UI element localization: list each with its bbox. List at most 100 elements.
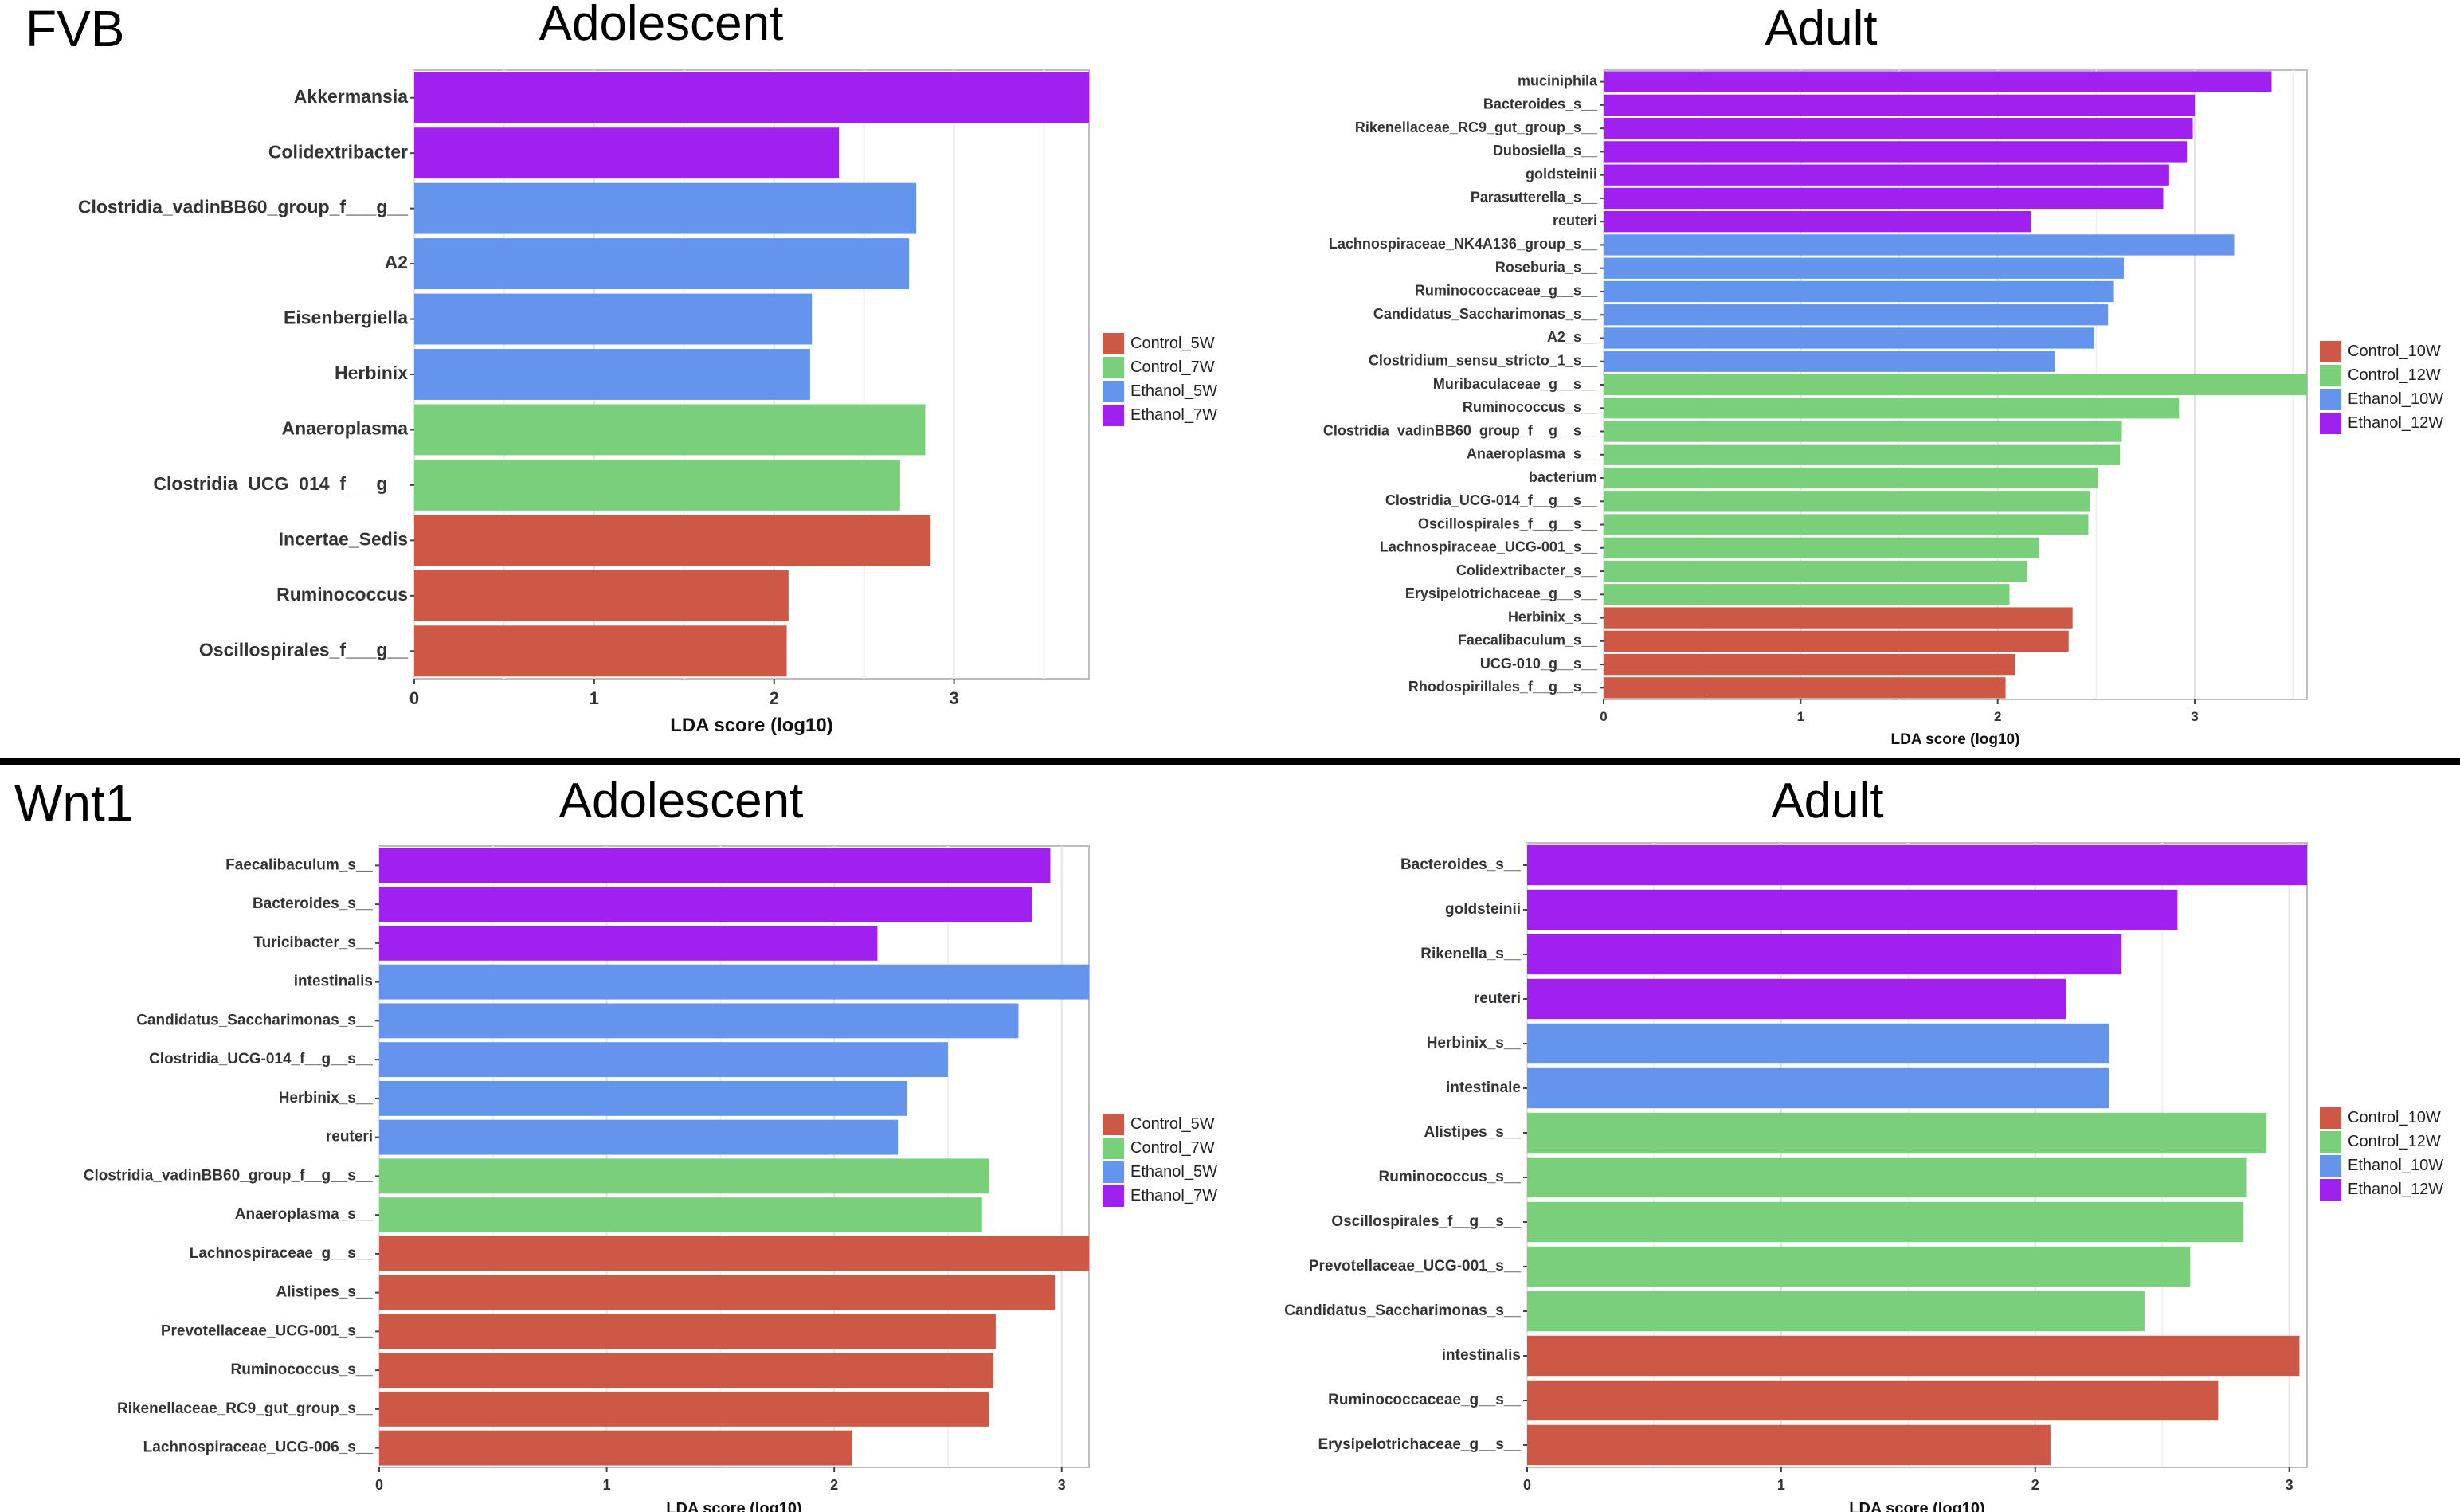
bar-label: Clostridia_UCG-014_f__g__s__ (1385, 492, 1598, 508)
bar (379, 1314, 996, 1349)
bar-label: reuteri (1474, 990, 1521, 1007)
bar (379, 1119, 899, 1155)
bar (1604, 71, 2272, 92)
bar (414, 515, 931, 566)
bar-label: Clostridia_UCG-014_f__g__s__ (149, 1051, 373, 1067)
bar (379, 1391, 989, 1427)
bar-label: Alistipes_s__ (1424, 1124, 1522, 1141)
chart-panel-fvb-adolescent: Adolescent Akkermansia Colidextribacter Clo… (78, 0, 1217, 736)
legend-label: Ethanol_5W (1130, 1163, 1217, 1181)
x-tick-label: 3 (2191, 709, 2198, 724)
bar (1604, 374, 2307, 396)
bar (1604, 467, 2098, 489)
bar (414, 238, 910, 290)
bar-label: Faecalibaculum_s__ (225, 856, 373, 873)
chart-title: Adult (1765, 1, 1877, 56)
bar (1527, 1246, 2191, 1287)
legend-swatch (1103, 1114, 1124, 1135)
bar (379, 1042, 948, 1078)
bar-label: Ruminococcaceae_g__s__ (1415, 283, 1598, 299)
bar (1604, 421, 2122, 442)
chart-title: Adolescent (539, 0, 784, 51)
legend-swatch (1103, 381, 1124, 402)
bar-label: Prevotellaceae_UCG-001_s__ (161, 1322, 374, 1339)
bar-label: Alistipes_s__ (276, 1284, 374, 1301)
bar-label: Lachnospiraceae_g__s__ (190, 1245, 374, 1262)
bar-label: bacterium (1529, 469, 1597, 485)
bar (1604, 514, 2089, 535)
bar-label: A2_s__ (1547, 329, 1598, 345)
bar-label: Oscillospirales_f___g__ (199, 639, 408, 660)
x-tick-label: 1 (590, 688, 599, 708)
bar-label: Bacteroides_s__ (1483, 96, 1598, 112)
x-tick-label: 0 (1600, 709, 1607, 724)
bar (1604, 164, 2169, 186)
bar (1527, 1023, 2109, 1064)
legend-label: Control_7W (1130, 358, 1215, 376)
bar-label: goldsteinii (1526, 166, 1597, 182)
x-tick-label: 1 (1797, 709, 1804, 724)
bar (1604, 257, 2124, 279)
bar-label: Herbinix (335, 362, 408, 383)
bar-label: Colidextribacter_s__ (1456, 562, 1598, 578)
legend-label: Ethanol_7W (1130, 1187, 1217, 1205)
bar-label: Rikenellaceae_RC9_gut_group_s__ (1355, 119, 1598, 135)
bar-label: Colidextribacter (268, 141, 408, 162)
bar-label: intestinalis (294, 973, 373, 990)
bar-label: Faecalibaculum_s__ (1458, 633, 1598, 648)
legend-swatch (2320, 365, 2341, 386)
group-label-wnt1: Wnt1 (14, 774, 133, 832)
chart-panel-wnt1-adolescent: Adolescent Faecalibaculum_s__ Bacteroides_… (84, 774, 1217, 1512)
legend-swatch (2320, 1131, 2341, 1153)
x-tick-label: 0 (375, 1477, 383, 1493)
bar (1604, 630, 2069, 652)
bar-label: Clostridia_vadinBB60_group_f___g__ (78, 197, 408, 217)
chart-title: Adult (1771, 774, 1883, 828)
bar (1604, 211, 2031, 233)
bar-label: Clostridia_vadinBB60_group_f__g__s__ (84, 1167, 374, 1184)
bar (1604, 351, 2055, 372)
bar (1604, 584, 2010, 605)
legend-swatch (2320, 1107, 2341, 1129)
bar-label: Roseburia_s__ (1495, 259, 1598, 275)
x-tick-label: 3 (949, 688, 958, 708)
group-label-fvb: FVB (25, 0, 124, 57)
legend-swatch (1103, 1185, 1124, 1207)
bar-label: Clostridium_sensu_stricto_1_s__ (1369, 352, 1598, 368)
bar-label: Anaeroplasma_s__ (1467, 446, 1598, 462)
bar-label: Turicibacter_s__ (253, 934, 373, 951)
legend-swatch (2320, 1179, 2341, 1201)
bar-label: Muribaculaceae_g__s__ (1433, 376, 1598, 392)
bar (1604, 444, 2121, 465)
bar (379, 925, 878, 961)
bar (414, 127, 840, 179)
bar-label: intestinale (1446, 1079, 1521, 1096)
bar-label: Candidatus_Saccharimonas_s__ (1284, 1302, 1521, 1319)
bar-label: Bacteroides_s__ (1400, 856, 1521, 873)
bar (1604, 537, 2039, 558)
x-tick-label: 3 (2286, 1477, 2294, 1493)
chart-panel-wnt1-adult: Adult Bacteroides_s__ goldsteinii Rikenella… (1284, 774, 2443, 1512)
bar (414, 459, 900, 511)
bar-label: Erysipelotrichaceae_g__s__ (1405, 586, 1598, 601)
bar (379, 848, 1051, 883)
bar (414, 570, 789, 621)
bar-label: Ruminococcus (276, 584, 408, 605)
bar (1527, 1112, 2266, 1154)
chart-title: Adolescent (559, 774, 804, 828)
legend-swatch (1103, 1161, 1124, 1183)
bar-label: Parasutterella_s__ (1471, 190, 1598, 206)
bar (1527, 1067, 2109, 1109)
bar (1527, 1335, 2300, 1377)
x-tick-label: 2 (1994, 709, 2001, 724)
bar-label: intestinalis (1442, 1347, 1521, 1364)
legend-swatch (2320, 341, 2341, 362)
bar (1527, 844, 2307, 886)
x-tick-label: 0 (1523, 1477, 1531, 1493)
bar-label: Oscillospirales_f__g__s__ (1418, 515, 1598, 531)
legend-swatch (1103, 1138, 1124, 1159)
legend-swatch (1103, 405, 1124, 426)
x-tick-label: 2 (770, 688, 779, 708)
bar-label: Rikenellaceae_RC9_gut_group_s__ (117, 1400, 373, 1417)
bar-label: Herbinix_s__ (1508, 609, 1598, 625)
